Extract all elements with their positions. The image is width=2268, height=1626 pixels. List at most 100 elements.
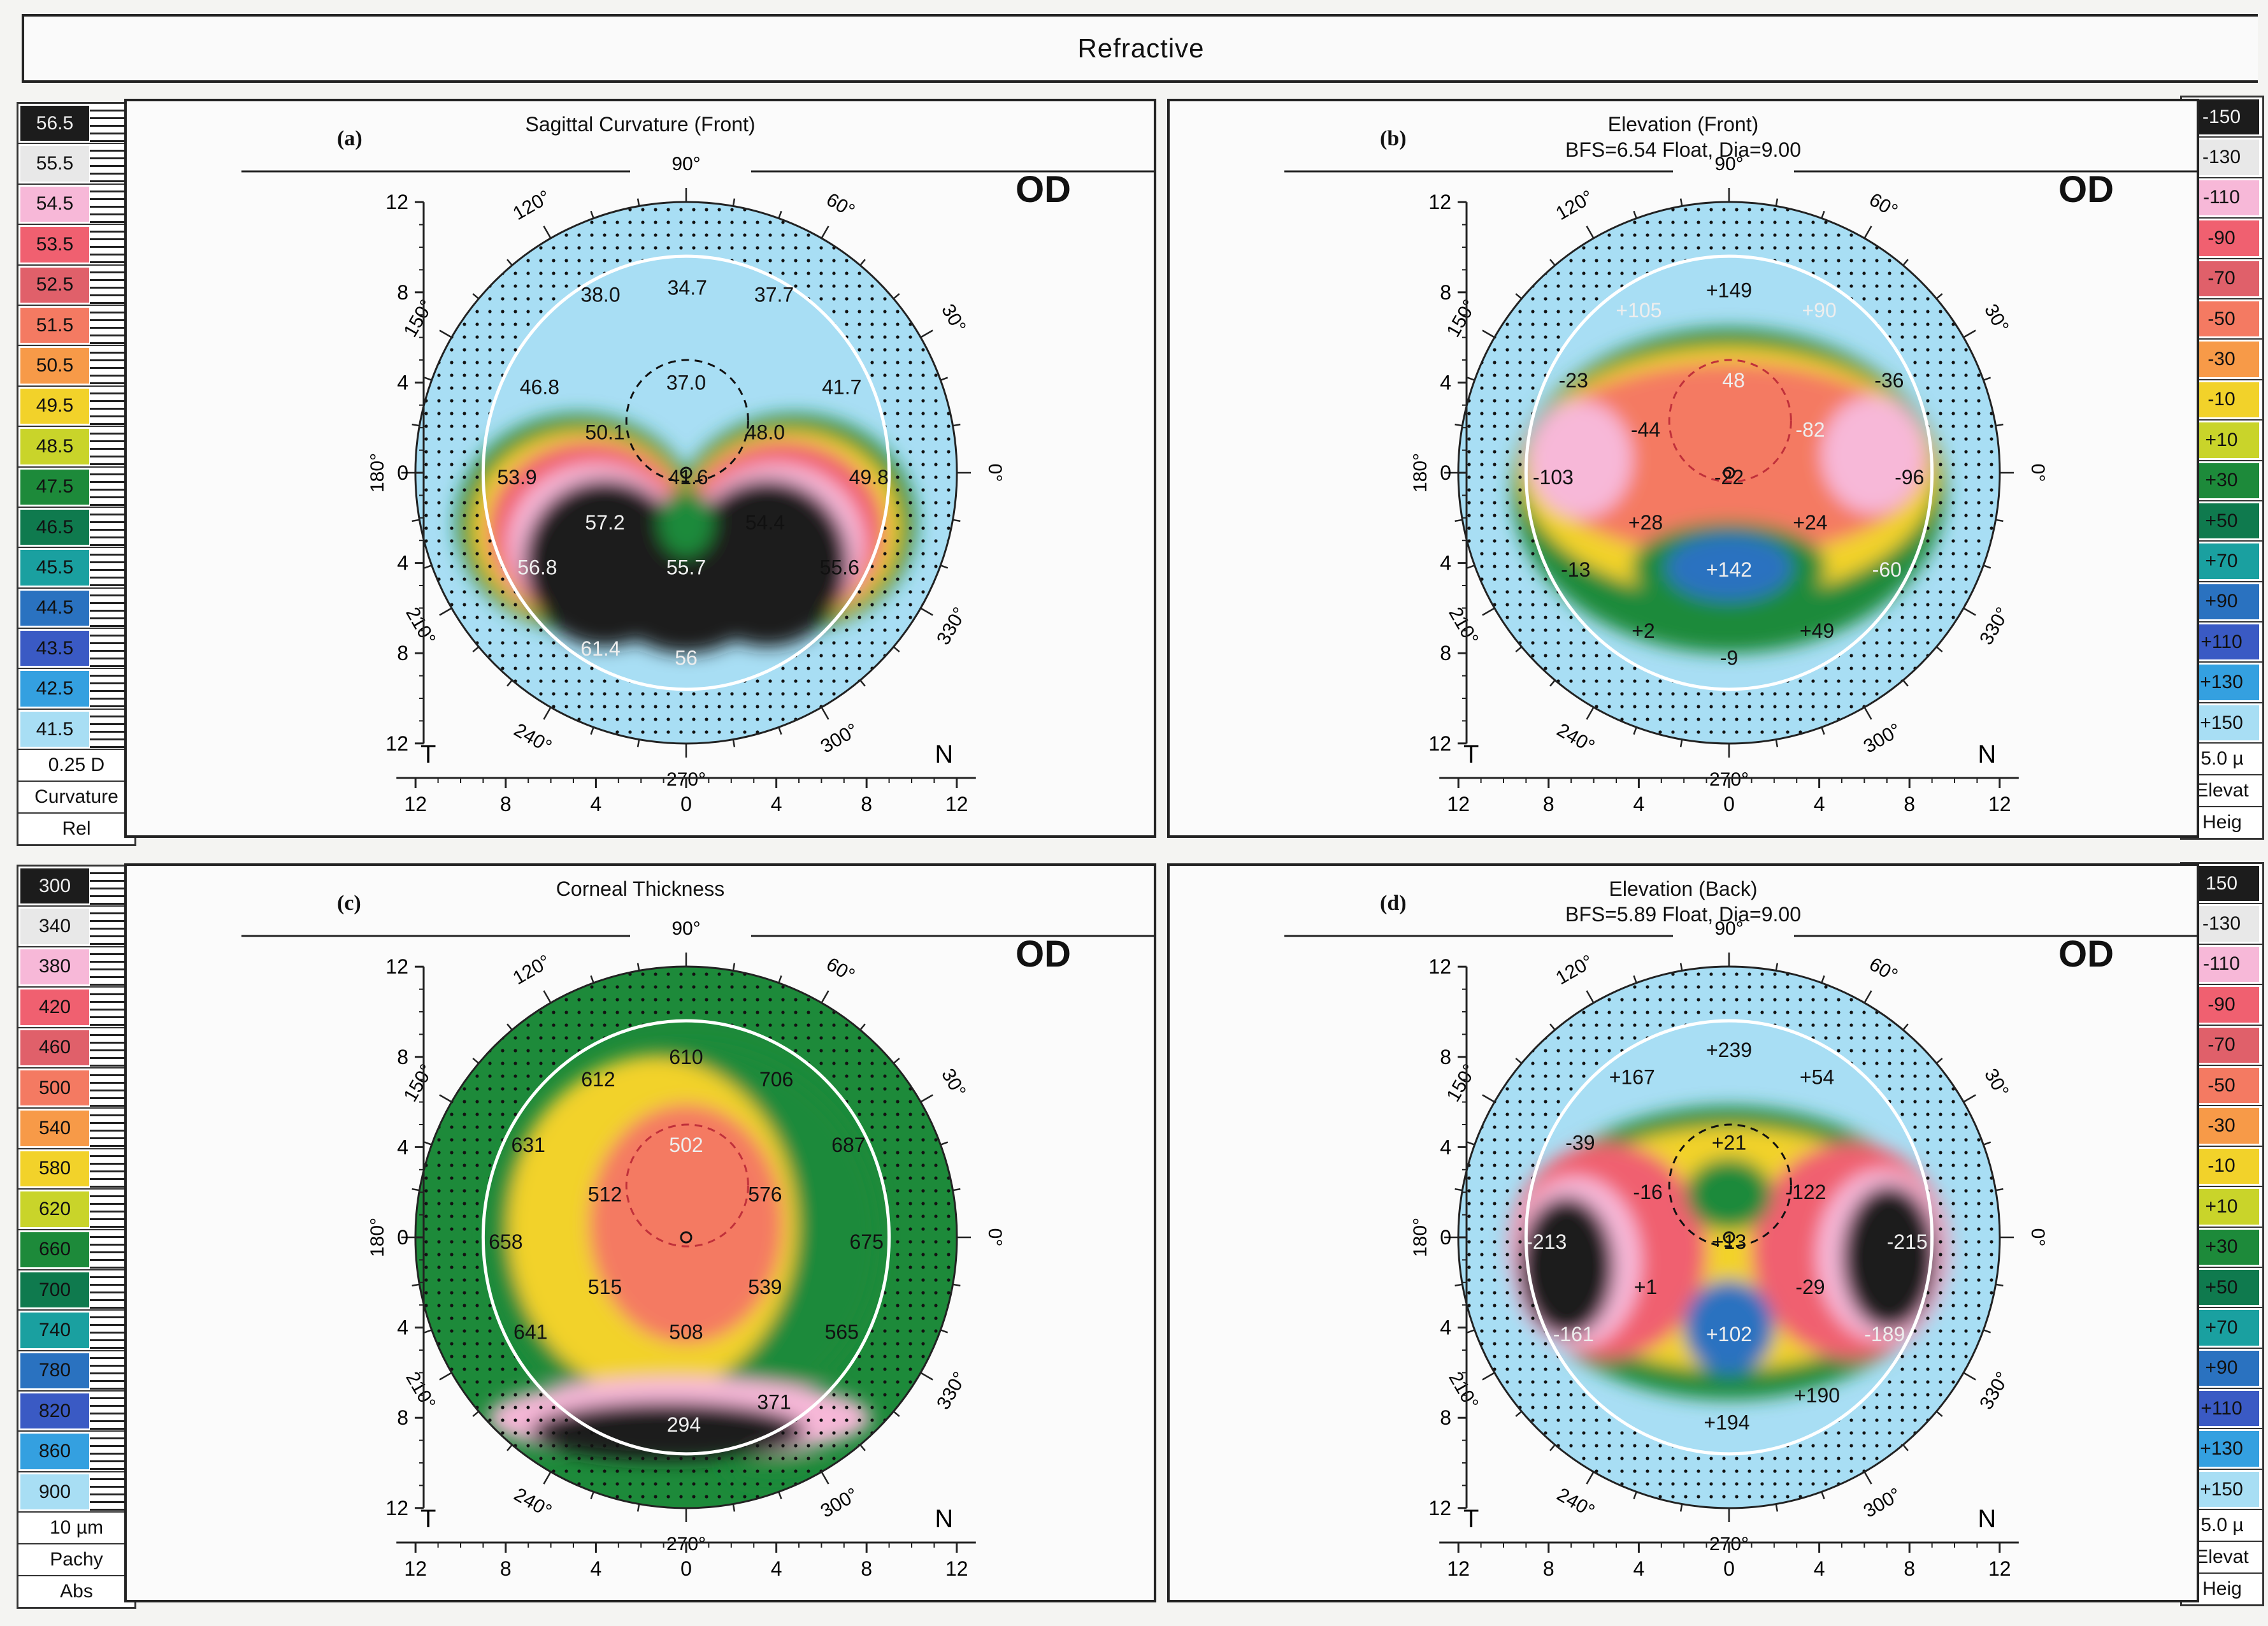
- angle-tick: [506, 1023, 513, 1031]
- angle-tick: [1549, 259, 1556, 266]
- y-tick-label: 4: [397, 552, 408, 575]
- angle-tick: [1902, 679, 1909, 687]
- map-value: -9: [1720, 646, 1738, 669]
- angle-tick: [1902, 1023, 1909, 1031]
- angle-tick: [821, 990, 829, 1004]
- scale-swatch: 45.5: [18, 548, 134, 589]
- nasal-label: N: [935, 740, 953, 768]
- angle-tick: [821, 1471, 829, 1485]
- y-tick-label: 4: [397, 1135, 408, 1158]
- map-value: 687: [831, 1133, 865, 1156]
- panel-label: (c): [337, 891, 361, 915]
- angle-tick: [1983, 377, 1992, 381]
- dotted-periphery: [415, 202, 957, 744]
- x-tick-label: 8: [1904, 1557, 1915, 1580]
- angle-tick: [1633, 975, 1637, 984]
- angle-label: 90°: [1714, 918, 1743, 939]
- topography-map: 90°60°30°0°330°300°270°240°210°180°150°1…: [1284, 918, 2197, 1580]
- scale-value: 42.5: [20, 671, 89, 707]
- panel-corneal-thickness: (c) Corneal Thickness OD 90° 60° 30° 0° 330° 300…: [124, 863, 1156, 1602]
- nasal-label: N: [1977, 740, 1996, 768]
- panel-label: (d): [1380, 891, 1407, 915]
- map-value: +167: [1609, 1066, 1655, 1089]
- y-tick-label: 8: [1440, 1406, 1451, 1429]
- map-value: 56: [675, 646, 698, 669]
- map-value: 41.6: [668, 466, 708, 489]
- angle-tick: [952, 519, 961, 522]
- map-value: -29: [1795, 1276, 1825, 1299]
- angle-tick: [1983, 565, 1992, 569]
- angle-tick: [439, 329, 452, 338]
- scale-swatch: 49.5: [18, 386, 134, 428]
- scale-swatch: 43.5: [18, 629, 134, 670]
- y-tick-label: 0: [1440, 461, 1451, 484]
- angle-tick: [1863, 1471, 1872, 1485]
- map-value: 37.0: [666, 371, 706, 394]
- header-title: Refractive: [1077, 33, 1205, 63]
- scale-value: 41.5: [20, 711, 89, 747]
- angle-tick: [1902, 1444, 1909, 1451]
- angle-tick: [636, 198, 640, 206]
- map-value: +54: [1800, 1066, 1834, 1089]
- angle-tick: [1454, 423, 1463, 427]
- angle-tick: [1983, 1141, 1992, 1146]
- map-value: -189: [1864, 1323, 1905, 1346]
- map-value: 512: [588, 1183, 622, 1206]
- x-tick-label: 0: [1723, 793, 1735, 816]
- angle-tick: [636, 739, 640, 747]
- map-value: +105: [1616, 299, 1662, 322]
- scale-value: -130: [2184, 906, 2259, 942]
- angle-tick: [1963, 1372, 1976, 1381]
- map-value: 539: [748, 1276, 782, 1299]
- scale-value: 54.5: [20, 186, 89, 222]
- map-value: +102: [1706, 1323, 1752, 1346]
- scale-swatch: 900: [18, 1472, 134, 1513]
- angle-tick: [1586, 226, 1595, 239]
- x-tick-label: 4: [1814, 793, 1825, 816]
- scale-value: 44.5: [20, 590, 89, 626]
- temporal-label: T: [420, 740, 436, 768]
- angle-label: 30°: [1980, 1065, 2013, 1101]
- map-value: 641: [513, 1321, 547, 1344]
- scale-value: 46.5: [20, 509, 89, 545]
- map-value: -39: [1565, 1131, 1595, 1154]
- map-value: -122: [1785, 1181, 1826, 1204]
- panel-sagittal-curvature: (a) Sagittal Curvature (Front) OD 90° 60° 30°…: [124, 99, 1156, 838]
- angle-tick: [1467, 377, 1475, 381]
- map-value: -103: [1533, 466, 1574, 489]
- scale-value: 51.5: [20, 307, 89, 343]
- angle-tick: [1775, 1504, 1779, 1512]
- angle-label: 330°: [933, 604, 971, 649]
- nasal-label: N: [935, 1505, 953, 1533]
- x-tick-label: 4: [771, 1557, 782, 1580]
- x-tick-label: 4: [1633, 1557, 1645, 1580]
- scale-swatch: 700: [18, 1270, 134, 1311]
- scale-value: 56.5: [20, 106, 89, 141]
- scale-swatch: 340: [18, 907, 134, 947]
- x-tick-label: 8: [861, 793, 872, 816]
- scale-swatch: 42.5: [18, 669, 134, 710]
- x-tick-label: 4: [1814, 1557, 1825, 1580]
- map-value: -96: [1895, 466, 1924, 489]
- y-tick-label: 4: [397, 371, 408, 394]
- angle-tick: [439, 1372, 452, 1381]
- angle-tick: [636, 963, 640, 971]
- scale-swatch: 460: [18, 1028, 134, 1068]
- map-value: -161: [1553, 1323, 1594, 1346]
- map-value: +239: [1706, 1039, 1752, 1061]
- angle-tick: [1482, 329, 1495, 338]
- angle-tick: [1983, 1329, 1992, 1334]
- scale-swatch: 56.5: [18, 104, 134, 145]
- angle-tick: [1515, 646, 1523, 652]
- x-tick-label: 0: [680, 793, 692, 816]
- map-value: +149: [1706, 278, 1752, 301]
- angle-tick: [859, 1023, 866, 1031]
- angle-label: 120°: [1553, 187, 1597, 225]
- angle-tick: [1549, 1023, 1556, 1031]
- topography-map: 90°60°30°0°330°300°270°240°210°180°150°1…: [241, 918, 1154, 1580]
- x-tick-label: 12: [1988, 793, 2011, 816]
- angle-tick: [1963, 607, 1976, 616]
- angle-tick: [590, 210, 594, 219]
- scale-value: 420: [20, 989, 89, 1025]
- scale-value: 50.5: [20, 348, 89, 384]
